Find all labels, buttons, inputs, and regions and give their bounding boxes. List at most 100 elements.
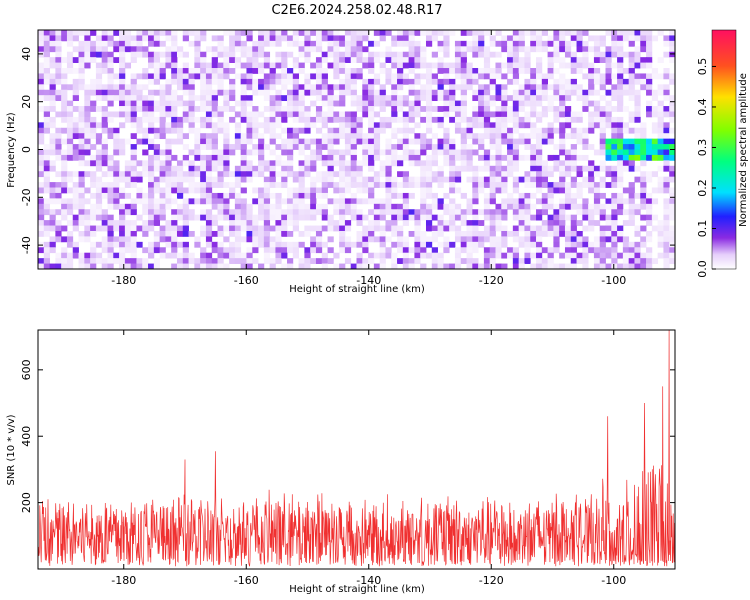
spectrogram-cell: [148, 154, 155, 161]
spectrogram-cell: [188, 95, 195, 102]
spectrogram-cell: [582, 236, 589, 243]
spectrogram-cell: [512, 138, 520, 145]
spectrogram-cell: [55, 192, 62, 199]
spectrogram-cell: [258, 68, 265, 74]
colorbar-tick-label: 0.0: [696, 260, 709, 278]
spectrogram-cell: [570, 198, 577, 205]
spectrogram-cell: [142, 116, 149, 123]
spectrogram-cell: [564, 252, 572, 259]
spectrogram-cell: [518, 154, 525, 161]
spectrogram-cell: [205, 133, 213, 140]
spectrogram-cell: [234, 40, 242, 47]
spectrogram-cell: [588, 220, 595, 226]
spectrogram-cell: [344, 209, 352, 216]
spectrogram-cell: [524, 247, 531, 254]
spectrogram-cell: [287, 149, 294, 156]
spectrogram-cell: [333, 111, 340, 118]
spectrogram-cell: [321, 203, 328, 210]
spectrogram-cell: [298, 95, 305, 102]
spectrogram-cell: [298, 263, 305, 270]
spectrogram-cell: [124, 165, 132, 172]
spectrogram-cell: [495, 127, 502, 134]
spectrogram-cell: [344, 198, 352, 205]
spectrogram-cell: [460, 247, 467, 254]
spectrogram-cell: [72, 122, 79, 129]
spectrogram-cell: [333, 225, 340, 232]
spectrogram-cell: [460, 84, 467, 91]
spectrogram-cell: [229, 68, 236, 74]
spectrogram-cell: [373, 154, 381, 161]
spectrogram-cell: [414, 122, 421, 129]
spectrogram-cell: [217, 160, 224, 167]
spectrogram-cell: [402, 149, 410, 156]
spectrogram-cell: [84, 209, 91, 216]
spectrogram-cell: [153, 89, 161, 96]
spectrogram-cell: [90, 176, 97, 183]
spectrogram-cell: [530, 89, 537, 96]
spectrogram-cell: [240, 236, 247, 243]
spectrogram-cell: [159, 89, 166, 96]
spectrogram-cell: [420, 138, 427, 145]
spectrogram-cell: [304, 116, 311, 123]
spectrogram-cell: [182, 171, 189, 178]
spectrogram-cell: [495, 247, 502, 254]
spectrogram-cell: [553, 46, 560, 53]
spectrogram-cell: [530, 35, 537, 42]
spectrogram-cell: [593, 236, 601, 243]
spectrogram-cell: [420, 252, 427, 259]
spectrogram-cell: [130, 225, 137, 232]
spectrogram-cell: [55, 252, 62, 259]
spectrogram-cell: [153, 263, 161, 270]
spectrogram-cell: [617, 95, 624, 102]
spectrogram-cell: [512, 89, 520, 96]
spectrogram-cell: [605, 144, 612, 150]
spectrogram-cell: [165, 187, 172, 194]
spectrogram-cell: [414, 138, 421, 145]
spectrogram-cell: [258, 30, 265, 36]
spectrogram-cell: [107, 40, 114, 47]
spectrogram-cell: [425, 252, 433, 259]
spectrogram-cell: [478, 30, 485, 36]
spectrogram-cell: [559, 35, 566, 42]
spectrogram-cell: [124, 263, 132, 270]
spectrogram-cell: [646, 176, 653, 183]
spectrogram-cell: [205, 89, 213, 96]
spectrogram-cell: [397, 144, 404, 150]
spectrogram-cell: [640, 133, 647, 140]
spectrogram-cell: [570, 57, 577, 63]
spectrogram-cell: [402, 182, 410, 188]
spectrogram-cell: [333, 133, 340, 140]
spectrogram-cell: [402, 127, 410, 134]
spectrogram-cell: [124, 138, 132, 145]
spectrogram-cell: [628, 95, 635, 102]
spectrogram-cell: [124, 241, 132, 248]
spectrogram-cell: [304, 209, 311, 216]
spectrogram-cell: [350, 100, 357, 107]
spectrogram-cell: [350, 198, 357, 205]
spectrogram-cell: [379, 247, 386, 254]
spectrogram-cell: [449, 209, 456, 216]
spectrogram-cell: [518, 116, 525, 123]
spectrogram-cell: [512, 106, 520, 112]
spectrogram-cell: [599, 192, 606, 199]
spectrogram-cell: [368, 78, 375, 85]
spectrogram-cell: [391, 40, 398, 47]
spectrogram-cell: [489, 230, 496, 237]
spectrogram-cell: [466, 165, 473, 172]
spectrogram-cell: [292, 116, 299, 123]
spectrogram-cell: [269, 111, 276, 118]
spectrogram-cell: [379, 149, 386, 156]
spectrogram-cell: [391, 78, 398, 85]
spectrogram-cell: [101, 62, 108, 69]
spectrogram-cell: [443, 100, 450, 107]
spectrogram-cell: [460, 230, 467, 237]
spectrogram-cell: [628, 209, 635, 216]
colorbar-tick-label: 0.5: [696, 58, 709, 76]
spectrogram-cell: [43, 209, 50, 216]
spectrogram-cell: [55, 30, 62, 36]
spectrogram-cell: [472, 78, 479, 85]
spectrogram-cell: [281, 116, 288, 123]
spectrogram-cell: [449, 198, 456, 205]
spectrogram-cell: [275, 62, 282, 69]
spectrogram-cell: [275, 154, 282, 161]
